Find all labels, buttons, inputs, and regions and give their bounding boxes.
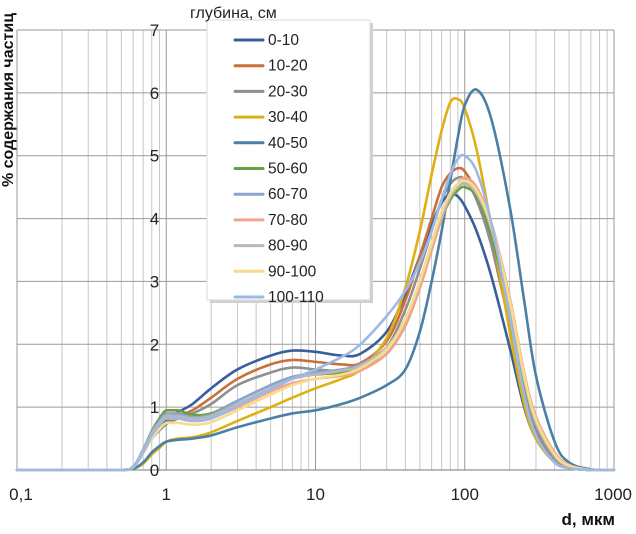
legend-title: глубина, см [190,5,277,22]
y-tick-label: 6 [150,84,159,103]
y-tick-label: 3 [150,272,159,291]
x-tick-label: 10 [306,485,325,504]
x-tick-label: 100 [451,485,479,504]
x-tick-label: 1000 [594,485,632,504]
y-tick-label: 5 [150,147,159,166]
y-tick-label: 2 [150,335,159,354]
legend-label: 90-100 [268,263,317,280]
series-layer [15,88,616,472]
y-tick-label: 0 [150,461,159,480]
y-tick-label: 7 [150,21,159,40]
x-tick-label: 1 [162,485,171,504]
legend-label: 0-10 [268,32,299,49]
series-line-100-110 [15,153,616,472]
legend-label: 60-70 [268,186,308,203]
legend-label: 10-20 [268,58,308,75]
legend: 0-10 10-20 20-30 30-40 40-50 50-60 60-70 70-80 8… [206,19,373,306]
series-line-30-40 [15,97,616,472]
legend-label: 100-110 [268,289,324,306]
y-tick-label: 4 [150,210,159,229]
legend-label: 30-40 [268,109,308,126]
x-tick-label: 0,1 [9,485,33,504]
series-line-40-50 [15,88,616,472]
legend-label: 70-80 [268,212,308,229]
legend-label: 50-60 [268,161,308,178]
y-axis-label: % содержания частиц [0,13,17,187]
legend-label: 80-90 [268,238,308,255]
x-axis-label: d, мкм [562,510,616,529]
legend-label: 40-50 [268,135,308,152]
legend-label: 20-30 [268,83,308,100]
series-line-90-100 [15,179,616,472]
y-tick-label: 1 [150,398,159,417]
